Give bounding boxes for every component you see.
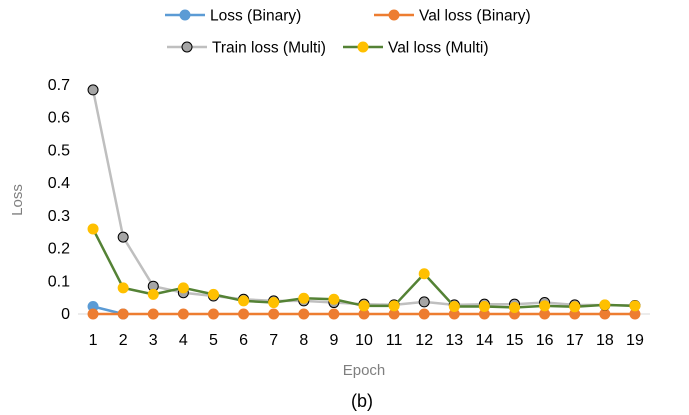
y-tick-label: 0.3 bbox=[48, 208, 70, 225]
data-point bbox=[147, 288, 159, 300]
figure-caption: (b) bbox=[351, 391, 373, 411]
legend-swatch-marker bbox=[181, 41, 193, 53]
series-val-loss-multi bbox=[87, 223, 641, 313]
data-point bbox=[418, 268, 430, 280]
x-axis-ticks: 1 2 3 4 5 6 7 8 9 10 11 12 13 14 15 16 17 18 19 bbox=[89, 332, 644, 349]
data-point bbox=[418, 296, 430, 308]
data-point bbox=[509, 301, 521, 313]
x-tick-label: 15 bbox=[506, 332, 524, 349]
data-point bbox=[207, 308, 219, 320]
x-tick-label: 9 bbox=[329, 332, 338, 349]
chart-legend: Loss (Binary) Val loss (Binary) Train loss… bbox=[165, 8, 531, 57]
data-point bbox=[177, 282, 189, 294]
legend-label: Train loss (Multi) bbox=[212, 40, 326, 57]
series-line bbox=[91, 89, 635, 307]
x-tick-label: 8 bbox=[299, 332, 308, 349]
y-tick-label: 0.2 bbox=[48, 241, 70, 258]
data-point bbox=[87, 223, 99, 235]
y-tick-label: 0.5 bbox=[48, 142, 70, 159]
data-point bbox=[388, 300, 400, 312]
legend-label: Loss (Binary) bbox=[210, 8, 301, 25]
series-layer bbox=[87, 84, 641, 320]
data-point bbox=[238, 295, 250, 307]
data-point bbox=[418, 308, 430, 320]
y-axis-title: Loss bbox=[9, 184, 26, 216]
data-point bbox=[328, 308, 340, 320]
y-tick-label: 0.4 bbox=[48, 175, 70, 192]
x-tick-label: 17 bbox=[566, 332, 584, 349]
x-tick-label: 6 bbox=[239, 332, 248, 349]
x-tick-label: 4 bbox=[179, 332, 188, 349]
data-point bbox=[117, 308, 129, 320]
x-axis-title: Epoch bbox=[343, 362, 386, 379]
data-point bbox=[87, 308, 99, 320]
data-point bbox=[298, 292, 310, 304]
x-tick-label: 11 bbox=[386, 332, 403, 349]
x-tick-label: 12 bbox=[415, 332, 433, 349]
legend-label: Val loss (Multi) bbox=[388, 40, 488, 57]
legend-swatch-marker bbox=[357, 41, 369, 53]
x-tick-label: 18 bbox=[596, 332, 614, 349]
legend-label: Val loss (Binary) bbox=[419, 8, 531, 25]
data-point bbox=[478, 300, 490, 312]
legend-swatch-marker bbox=[388, 9, 400, 21]
x-tick-label: 5 bbox=[209, 332, 218, 349]
x-tick-label: 2 bbox=[119, 332, 128, 349]
y-tick-label: 0.6 bbox=[48, 110, 70, 127]
series-val-loss-binary bbox=[87, 308, 641, 320]
y-axis-ticks: 0 0.1 0.2 0.3 0.4 0.5 0.6 0.7 bbox=[48, 77, 70, 323]
y-tick-label: 0.7 bbox=[48, 77, 70, 94]
data-point bbox=[569, 301, 581, 313]
data-point bbox=[599, 299, 611, 311]
x-tick-label: 1 bbox=[89, 332, 98, 349]
x-tick-label: 19 bbox=[626, 332, 644, 349]
x-tick-label: 14 bbox=[476, 332, 494, 349]
x-tick-label: 10 bbox=[355, 332, 373, 349]
x-tick-label: 13 bbox=[445, 332, 463, 349]
legend-swatch-marker bbox=[179, 9, 191, 21]
data-point bbox=[117, 231, 129, 243]
data-point bbox=[298, 308, 310, 320]
data-point bbox=[147, 308, 159, 320]
data-point bbox=[629, 300, 641, 312]
y-tick-label: 0.1 bbox=[48, 273, 70, 290]
x-tick-label: 16 bbox=[536, 332, 554, 349]
data-point bbox=[207, 288, 219, 300]
x-tick-label: 3 bbox=[149, 332, 158, 349]
data-point bbox=[358, 300, 370, 312]
data-point bbox=[177, 308, 189, 320]
data-point bbox=[117, 282, 129, 294]
x-tick-label: 7 bbox=[269, 332, 278, 349]
data-point bbox=[238, 308, 250, 320]
data-point bbox=[268, 308, 280, 320]
series-train-loss-multi bbox=[87, 84, 641, 311]
y-tick-label: 0 bbox=[61, 306, 70, 323]
legend-item-train-loss-multi: Train loss (Multi) bbox=[167, 40, 326, 57]
data-point bbox=[87, 84, 99, 96]
series-line bbox=[91, 228, 635, 309]
data-point bbox=[328, 293, 340, 305]
legend-item-loss-binary: Loss (Binary) bbox=[165, 8, 301, 25]
data-point bbox=[268, 297, 280, 309]
data-point bbox=[448, 300, 460, 312]
legend-item-val-loss-binary: Val loss (Binary) bbox=[374, 8, 531, 25]
data-point bbox=[539, 300, 551, 312]
legend-item-val-loss-multi: Val loss (Multi) bbox=[343, 40, 488, 57]
